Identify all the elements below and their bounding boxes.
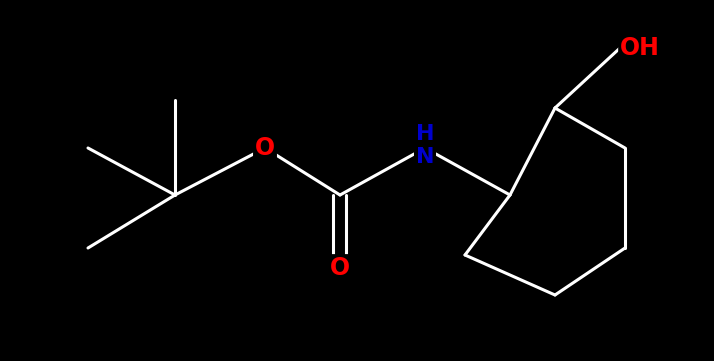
Text: H
N: H N	[416, 124, 434, 167]
Text: O: O	[255, 136, 275, 160]
Text: O: O	[330, 256, 350, 280]
Text: OH: OH	[620, 36, 660, 60]
